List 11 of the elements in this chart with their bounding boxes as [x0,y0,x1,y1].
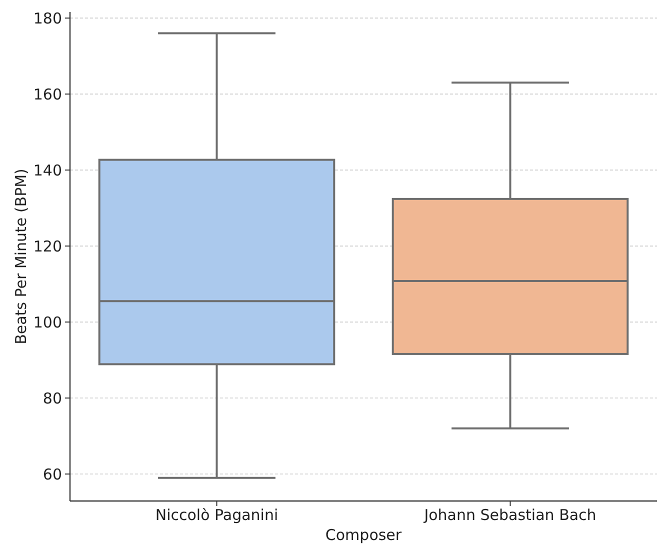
x-axis-title: Composer [325,526,402,544]
y-tick-label: 120 [33,237,62,256]
x-tick-label: Niccolò Paganini [155,506,278,524]
y-tick-label: 80 [42,389,62,408]
y-axis-title: Beats Per Minute (BPM) [12,168,30,344]
y-tick-label: 100 [33,313,62,332]
y-tick-label: 160 [33,85,62,104]
y-tick-label: 60 [42,465,62,484]
x-tick-label: Johann Sebastian Bach [423,506,596,524]
y-tick-label: 140 [33,161,62,180]
y-tick-label: 180 [33,9,62,28]
